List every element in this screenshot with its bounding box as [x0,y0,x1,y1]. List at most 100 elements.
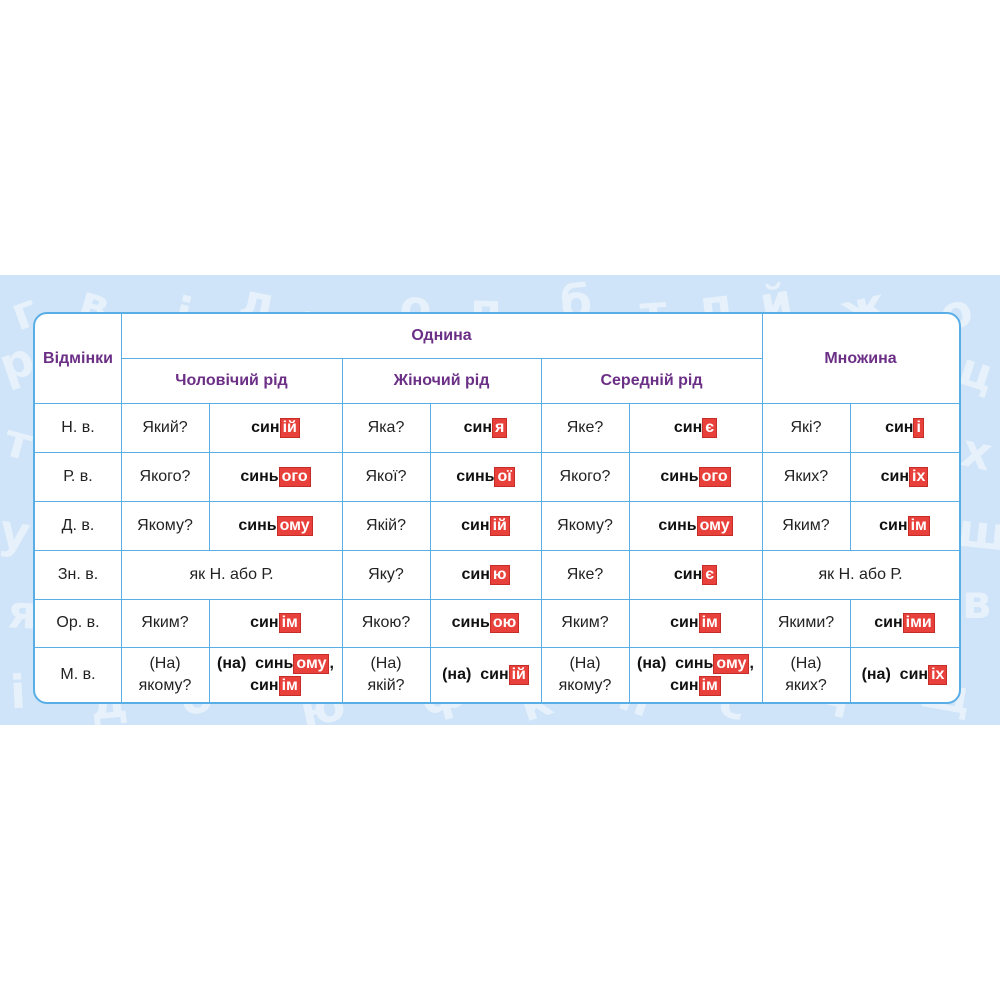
word-stem: син [670,676,699,694]
grid-line [35,599,959,600]
preposition: (на) [637,654,676,672]
neuter-question: Якому? [557,516,613,534]
question-line: якому? [138,676,192,694]
word-ending: ої [494,466,515,487]
word-ending: іми [902,613,935,633]
word-ending: ім [278,675,301,696]
grid-line [850,599,851,702]
feminine-question: Якої? [365,467,407,485]
word-ending: ого [278,466,311,487]
preposition: (на) [217,654,256,672]
question-line: яких? [785,676,827,694]
word-stem: син [880,467,910,485]
question-line: якому? [558,676,612,694]
masculine-question: Який? [142,418,188,436]
question-line: (На) [149,654,181,672]
question-line: (На) [370,654,402,672]
grid-line [35,647,959,648]
feminine-form: син ю [430,550,541,599]
neuter-question: Яке? [566,565,604,583]
neuter-form: синь ому [629,501,762,550]
background-letter: ш [955,502,1000,562]
feminine-form: син я [430,403,541,452]
grid-line [342,358,343,702]
grid-line [35,403,959,404]
word-stem: син [250,614,279,631]
masculine-form: синь ого [209,452,342,501]
word-ending: ому [696,515,733,536]
neuter-question: Яке? [566,418,604,436]
neuter-form: син є [629,403,762,452]
case-label: Д. в. [61,516,95,534]
case-label: Зн. в. [57,565,99,583]
plural-question: Які? [790,418,822,436]
masculine-form: синь ому [209,501,342,550]
preposition: (на) [442,665,481,683]
word-ending: ого [698,466,731,487]
case-label: Н. в. [61,418,95,436]
word-stem: син [250,676,279,694]
feminine-form: син ій [430,501,541,550]
grid-line [35,452,959,453]
word-stem: син [874,614,903,631]
masculine-question: Якому? [137,516,193,534]
grid-line [430,403,431,702]
grid-line [541,358,542,702]
word-ending: ім [698,675,721,696]
grid-line [629,403,630,702]
word-stem: син [251,418,280,436]
background-letter: в [962,575,992,629]
plural-form: син іх [850,452,959,501]
plural-merged-note: як Н. або Р. [818,565,903,583]
word-ending: ю [489,564,510,585]
comma: , [749,654,754,672]
word-stem: син [885,418,914,436]
word-stem: син [670,614,699,631]
question-line: (На) [569,654,601,672]
question-line: (На) [790,654,822,672]
plural-form: син і [850,403,959,452]
case-label: Р. в. [63,467,93,485]
plural-question: Якими? [777,614,835,631]
grid-line [121,314,122,702]
feminine-header: Жіночий рід [393,371,490,389]
neuter-form: син ім [629,599,762,647]
case-label: М. в. [60,665,96,683]
masculine-form: син ім [209,599,342,647]
feminine-question: Яку? [368,565,404,583]
comma: , [329,654,334,672]
feminine-form: синь ою [430,599,541,647]
word-ending: ому [276,515,313,536]
singular-header: Однина [411,327,472,344]
word-stem: синь [451,614,490,631]
word-stem: син [899,665,929,683]
plural-form: син іми [850,599,959,647]
case-label: Ор. в. [56,614,100,631]
neuter-question: (На) якому? [541,647,629,702]
feminine-question: (На) якій? [342,647,430,702]
background-letter: х [956,422,997,482]
grid-line [35,501,959,502]
neuter-form: син є [629,550,762,599]
plural-header: Множина [824,349,897,367]
word-stem: синь [240,467,279,485]
word-stem: синь [238,516,277,534]
word-ending: ому [713,653,750,674]
word-stem: син [480,665,509,683]
word-ending: ім [698,613,721,633]
plural-question: Яким? [782,516,830,534]
word-ending: я [492,417,508,438]
word-ending: іх [928,664,948,685]
word-stem: син [673,418,703,436]
word-ending: іх [909,466,929,487]
neuter-form: (на) синь ому, син ім [629,647,762,702]
word-stem: син [463,418,493,436]
word-stem: синь [456,467,495,485]
feminine-form: (на) син ій [430,647,541,702]
word-stem: син [461,516,490,534]
word-stem: синь [660,467,699,485]
grid-line [209,599,210,702]
word-ending: ій [279,417,300,438]
grid-line [121,358,762,359]
masculine-question: (На) якому? [121,647,209,702]
